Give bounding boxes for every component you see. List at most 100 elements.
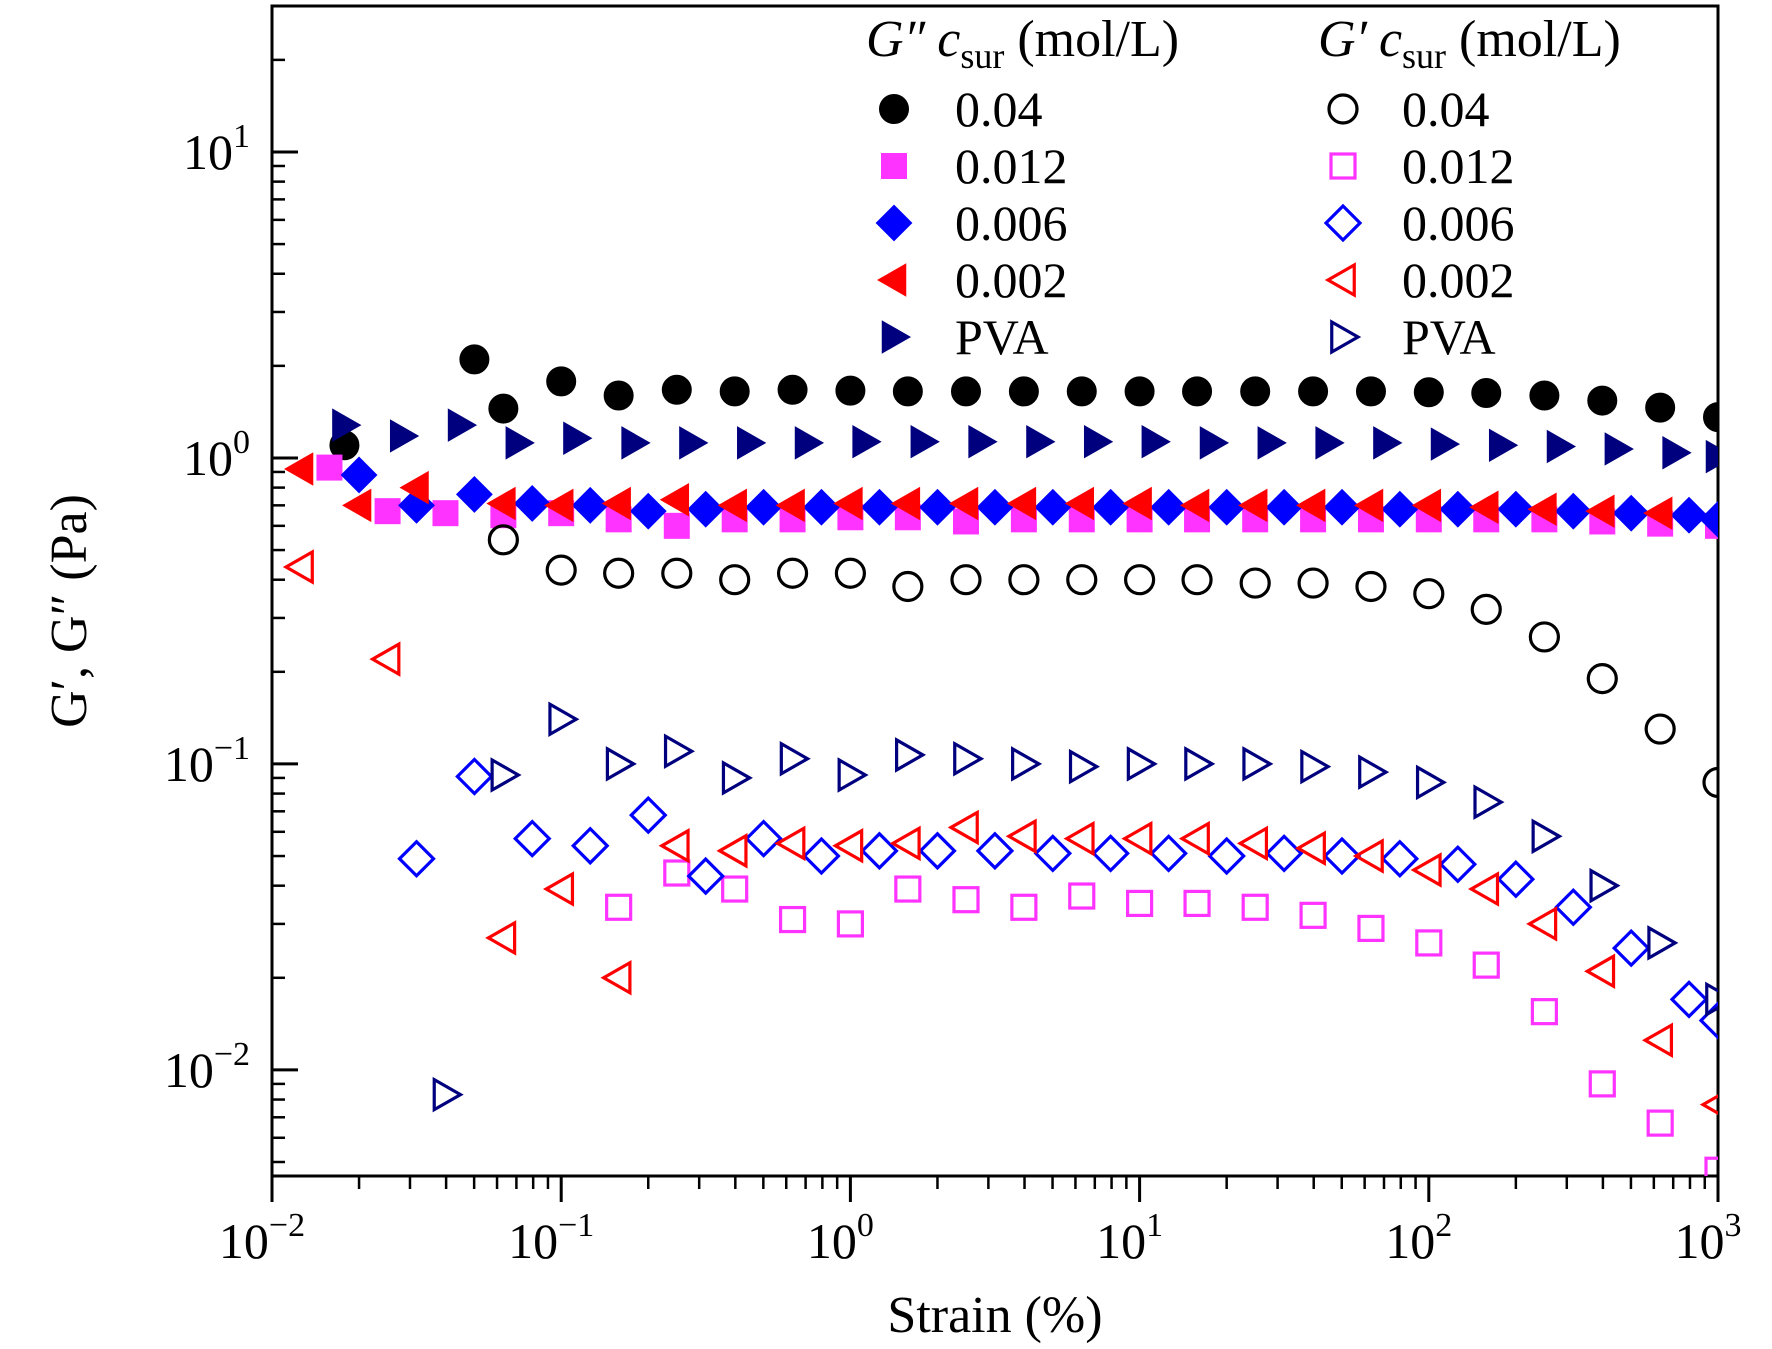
data-point: [976, 488, 1014, 526]
data-point: [1208, 488, 1246, 526]
data-point: [803, 488, 840, 526]
legend-label: 0.002: [1402, 252, 1515, 308]
data-point: [719, 376, 750, 407]
legend-header-subscript: sur: [1402, 36, 1446, 76]
data-point: [1586, 663, 1618, 695]
data-point: [1473, 784, 1505, 820]
data-point: [1323, 488, 1361, 526]
data-point: [1438, 844, 1478, 884]
legend-label: 0.006: [1402, 195, 1515, 251]
data-point: [721, 875, 749, 903]
legend-marker: [876, 263, 907, 297]
data-point: [1005, 818, 1037, 855]
data-point: [661, 374, 692, 405]
data-point: [369, 641, 401, 677]
data-point: [1585, 494, 1615, 528]
data-point: [1299, 901, 1327, 929]
data-point: [1584, 953, 1616, 990]
data-point: [1352, 838, 1384, 874]
data-point: [953, 740, 985, 777]
y-tick-base: 10: [164, 1042, 214, 1098]
data-point: [918, 831, 957, 871]
data-point: [1644, 713, 1676, 745]
data-point: [1357, 914, 1385, 943]
data-point: [548, 701, 580, 737]
data-point: [1468, 871, 1500, 907]
data-point: [1488, 428, 1519, 463]
data-point: [621, 426, 651, 460]
data-point: [686, 856, 725, 896]
data-point: [284, 452, 314, 486]
series-loss-0.04: [329, 344, 1718, 461]
data-point: [1180, 488, 1210, 523]
data-point: [892, 570, 924, 603]
data-point: [1471, 378, 1502, 409]
data-point: [571, 486, 609, 524]
data-point: [487, 524, 519, 556]
data-point: [1033, 834, 1073, 873]
data-point: [1125, 889, 1154, 918]
y-axis-label: G′, G″ (Pa): [41, 494, 98, 728]
legend: G″ csur (mol/L) G′ csur (mol/L)0.040.0120.0…: [866, 11, 1621, 365]
data-point: [1413, 377, 1444, 408]
data-point: [775, 488, 805, 523]
data-point: [1064, 486, 1095, 521]
y-tick-label: 10−2: [164, 1036, 250, 1098]
data-point: [601, 486, 631, 521]
legend-header-modulus: G′: [1318, 11, 1369, 68]
x-tick-exponent: 1: [1146, 1207, 1163, 1244]
data-point: [1699, 1094, 1718, 1116]
data-point: [952, 886, 980, 914]
data-point: [544, 488, 574, 523]
data-point: [948, 486, 979, 521]
data-point: [1066, 376, 1097, 407]
data-point: [374, 498, 401, 525]
y-tick-label: 101: [183, 118, 250, 180]
data-point: [605, 746, 637, 782]
data-point: [1529, 380, 1560, 411]
data-point: [447, 408, 478, 442]
data-point: [947, 809, 979, 846]
plot-area: [270, 4, 1720, 1178]
data-point: [1240, 376, 1271, 407]
data-point: [950, 376, 981, 407]
data-point: [1415, 929, 1443, 957]
data-point: [779, 740, 811, 777]
data-point: [679, 426, 709, 460]
data-markers: [282, 344, 1718, 1176]
x-tick-base: 10: [1675, 1213, 1725, 1269]
data-point: [1705, 439, 1718, 474]
data-point: [282, 549, 314, 585]
x-axis-label: Strain (%): [887, 1287, 1102, 1344]
data-point: [837, 757, 869, 793]
y-tick-label: 100: [183, 424, 250, 486]
y-tick-exponent: 1: [233, 118, 250, 155]
data-point: [663, 512, 690, 539]
y-tick-base: 10: [183, 124, 233, 180]
data-point: [605, 893, 633, 921]
data-point: [737, 426, 767, 460]
data-point: [486, 486, 516, 521]
data-point: [663, 859, 691, 887]
data-point: [1091, 834, 1130, 873]
data-point: [975, 831, 1015, 871]
data-point: [332, 408, 362, 442]
data-point: [1472, 951, 1500, 979]
data-point: [1641, 1022, 1674, 1058]
legend-label: 0.04: [955, 81, 1043, 137]
data-point: [316, 454, 343, 481]
legend-marker: [875, 204, 913, 242]
legend-header-subscript: sur: [960, 36, 1004, 76]
data-point: [628, 795, 668, 835]
data-point: [1430, 427, 1461, 461]
data-point: [1470, 593, 1502, 625]
legend-marker: [879, 94, 909, 124]
data-point: [1181, 564, 1213, 596]
data-point: [1413, 578, 1445, 610]
data-point: [1531, 818, 1563, 855]
data-point: [1315, 426, 1345, 460]
data-point: [778, 905, 807, 934]
series-loss-0.006: [340, 456, 1718, 538]
